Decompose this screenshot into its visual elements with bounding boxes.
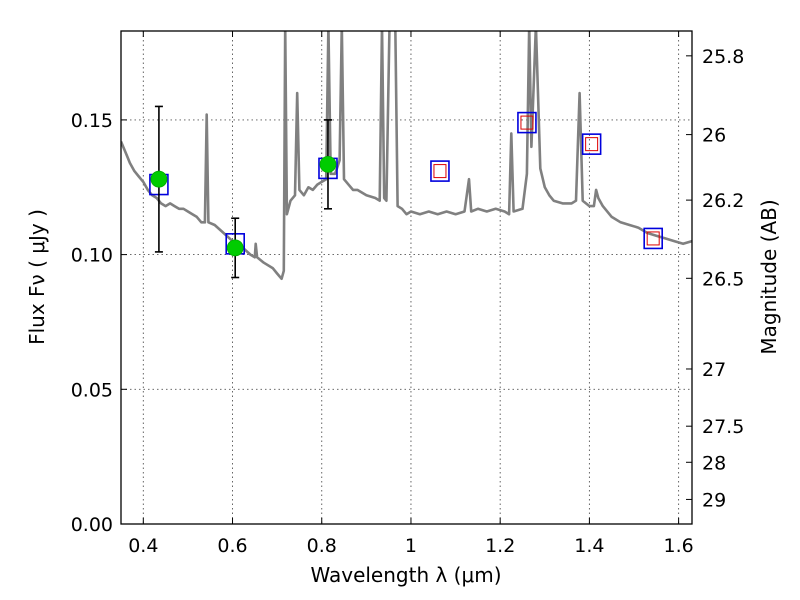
right-tick-label: 27.5	[702, 416, 744, 438]
observed-point	[226, 239, 244, 257]
observed-point	[319, 155, 337, 173]
x-tick-label: 1.4	[574, 535, 604, 557]
right-axis-title: Magnitude (AB)	[757, 199, 781, 354]
nir-box-marker	[433, 164, 447, 179]
y-tick-label: 0.10	[71, 245, 113, 267]
right-tick-label: 26	[702, 125, 726, 147]
x-axis-title: Wavelength λ (μm)	[310, 563, 501, 587]
y-tick-label: 0.00	[71, 514, 113, 536]
right-tick-label: 27	[702, 359, 726, 381]
right-tick-label: 26.2	[702, 190, 744, 212]
plot-frame	[120, 30, 693, 525]
model-box-marker	[430, 160, 450, 182]
right-tick-label: 29	[702, 489, 726, 511]
observed-point	[150, 170, 168, 188]
y-axis-title: Flux Fν ( μJy )	[25, 209, 49, 345]
x-tick-label: 1.2	[485, 535, 515, 557]
spectrum-line	[121, 31, 692, 281]
grid	[121, 31, 692, 525]
model-box-marker	[581, 133, 602, 155]
template-spectrum	[121, 31, 692, 281]
x-tick-label: 0.8	[307, 535, 337, 557]
right-tick-label: 26.5	[702, 268, 744, 290]
y-tick-label: 0.05	[71, 379, 113, 401]
x-tick-label: 0.6	[217, 535, 247, 557]
x-tick-label: 0.4	[128, 535, 158, 557]
right-tick-label: 28	[702, 452, 726, 474]
photometry-markers	[149, 105, 663, 279]
nir-box-marker	[585, 137, 599, 152]
right-tick-label: 25.8	[702, 46, 744, 68]
model-box-marker	[643, 227, 663, 250]
x-tick-label: 1	[405, 535, 417, 557]
model-box-marker	[517, 111, 537, 134]
axis-ticks: 0.4 0.6 0.8 1 1.2 1.4 1.6 0.00 0.05 0.10 0.15 25.8 2…	[71, 31, 744, 557]
y-tick-label: 0.15	[71, 110, 113, 132]
nir-box-marker	[646, 231, 660, 246]
nir-box-marker	[520, 115, 534, 130]
x-tick-label: 1.6	[664, 535, 694, 557]
